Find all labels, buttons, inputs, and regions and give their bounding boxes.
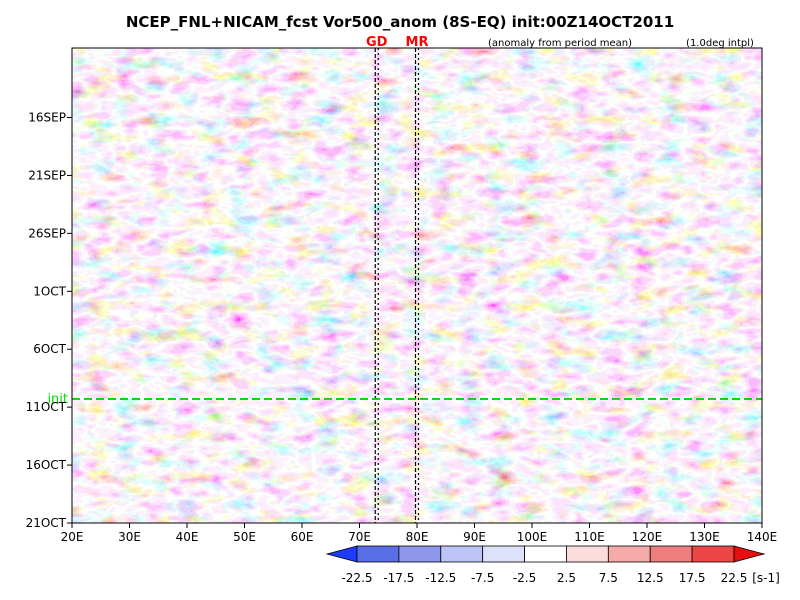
y-tick-label: 21OCT [26,516,67,530]
x-tick-label: 90E [463,530,486,544]
colorbar-swatch [325,545,358,563]
colorbar-swatch [482,545,525,563]
colorbar-swatch [607,545,651,563]
marker-label: GD [366,35,388,50]
colorbar-label: 22.5 [721,571,748,585]
plot-area [72,48,762,523]
colorbar-swatch [691,545,735,563]
y-tick-label: 16OCT [26,458,67,472]
x-tick-label: 40E [176,530,199,544]
y-tick-label: 26SEP [28,226,66,240]
x-tick-label: 80E [406,530,429,544]
marker-label: MR [406,35,429,50]
x-tick-label: 110E [574,530,605,544]
subtitle-right: (1.0deg intpl) [686,38,754,49]
x-tick-label: 60E [291,530,314,544]
x-tick-label: 140E [747,530,778,544]
colorbar-swatch [566,545,609,563]
y-tick-label: 21SEP [28,168,66,182]
colorbar-swatch [440,545,484,563]
colorbar-label: 2.5 [557,571,576,585]
x-tick-label: 70E [348,530,371,544]
y-tick-label: 1OCT [33,284,66,298]
x-tick-label: 50E [233,530,256,544]
y-tick-label: 16SEP [28,111,66,125]
init-label: init [47,392,68,407]
y-tick-label: 11OCT [26,400,67,414]
colorbar-swatch [398,545,442,563]
x-tick-label: 100E [517,530,548,544]
colorbar-label: 12.5 [637,571,664,585]
anomaly-field [72,48,762,523]
colorbar-label: -22.5 [341,571,372,585]
colorbar-swatch [524,545,567,563]
colorbar-units: [s-1] [752,571,780,585]
colorbar-label: -17.5 [383,571,414,585]
colorbar-label: -2.5 [513,571,536,585]
x-tick-label: 120E [632,530,663,544]
y-tick-label: 6OCT [33,342,66,356]
colorbar-swatch [649,545,693,563]
colorbar-swatch [733,545,766,563]
colorbar-label: 17.5 [679,571,706,585]
colorbar-label: 7.5 [599,571,618,585]
colorbar-label: -12.5 [425,571,456,585]
subtitle-left: (anomaly from period mean) [488,38,632,49]
colorbar-label: -7.5 [471,571,494,585]
x-tick-label: 20E [61,530,84,544]
x-tick-label: 130E [689,530,720,544]
x-tick-label: 30E [118,530,141,544]
colorbar-swatch [356,545,400,563]
chart-title: NCEP_FNL+NICAM_fcst Vor500_anom (8S-EQ) … [126,13,674,31]
